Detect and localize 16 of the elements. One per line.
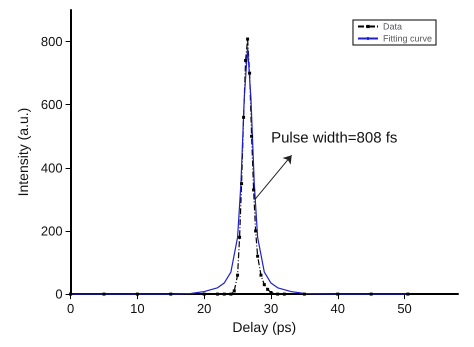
legend-label: Data xyxy=(382,22,402,32)
y-tick-label: 400 xyxy=(40,160,63,176)
legend-label: Fitting curve xyxy=(382,34,432,44)
x-tick-label: 20 xyxy=(196,301,212,316)
x-tick-label: 0 xyxy=(66,301,74,316)
y-tick-label: 0 xyxy=(55,286,63,302)
x-tick-label: 40 xyxy=(330,301,346,316)
x-tick-label: 50 xyxy=(397,301,412,316)
x-tick-label: 30 xyxy=(264,301,278,316)
x-axis-title: Delay (ps) xyxy=(232,319,296,335)
y-axis-title: Intensity (a.u.) xyxy=(15,108,31,196)
annotation: Pulse width=808 fs xyxy=(271,130,398,147)
y-tick-label: 800 xyxy=(40,34,63,50)
x-tick-label: 10 xyxy=(130,301,145,316)
y-tick-label: 600 xyxy=(40,97,63,112)
y-tick-label: 200 xyxy=(40,223,63,238)
